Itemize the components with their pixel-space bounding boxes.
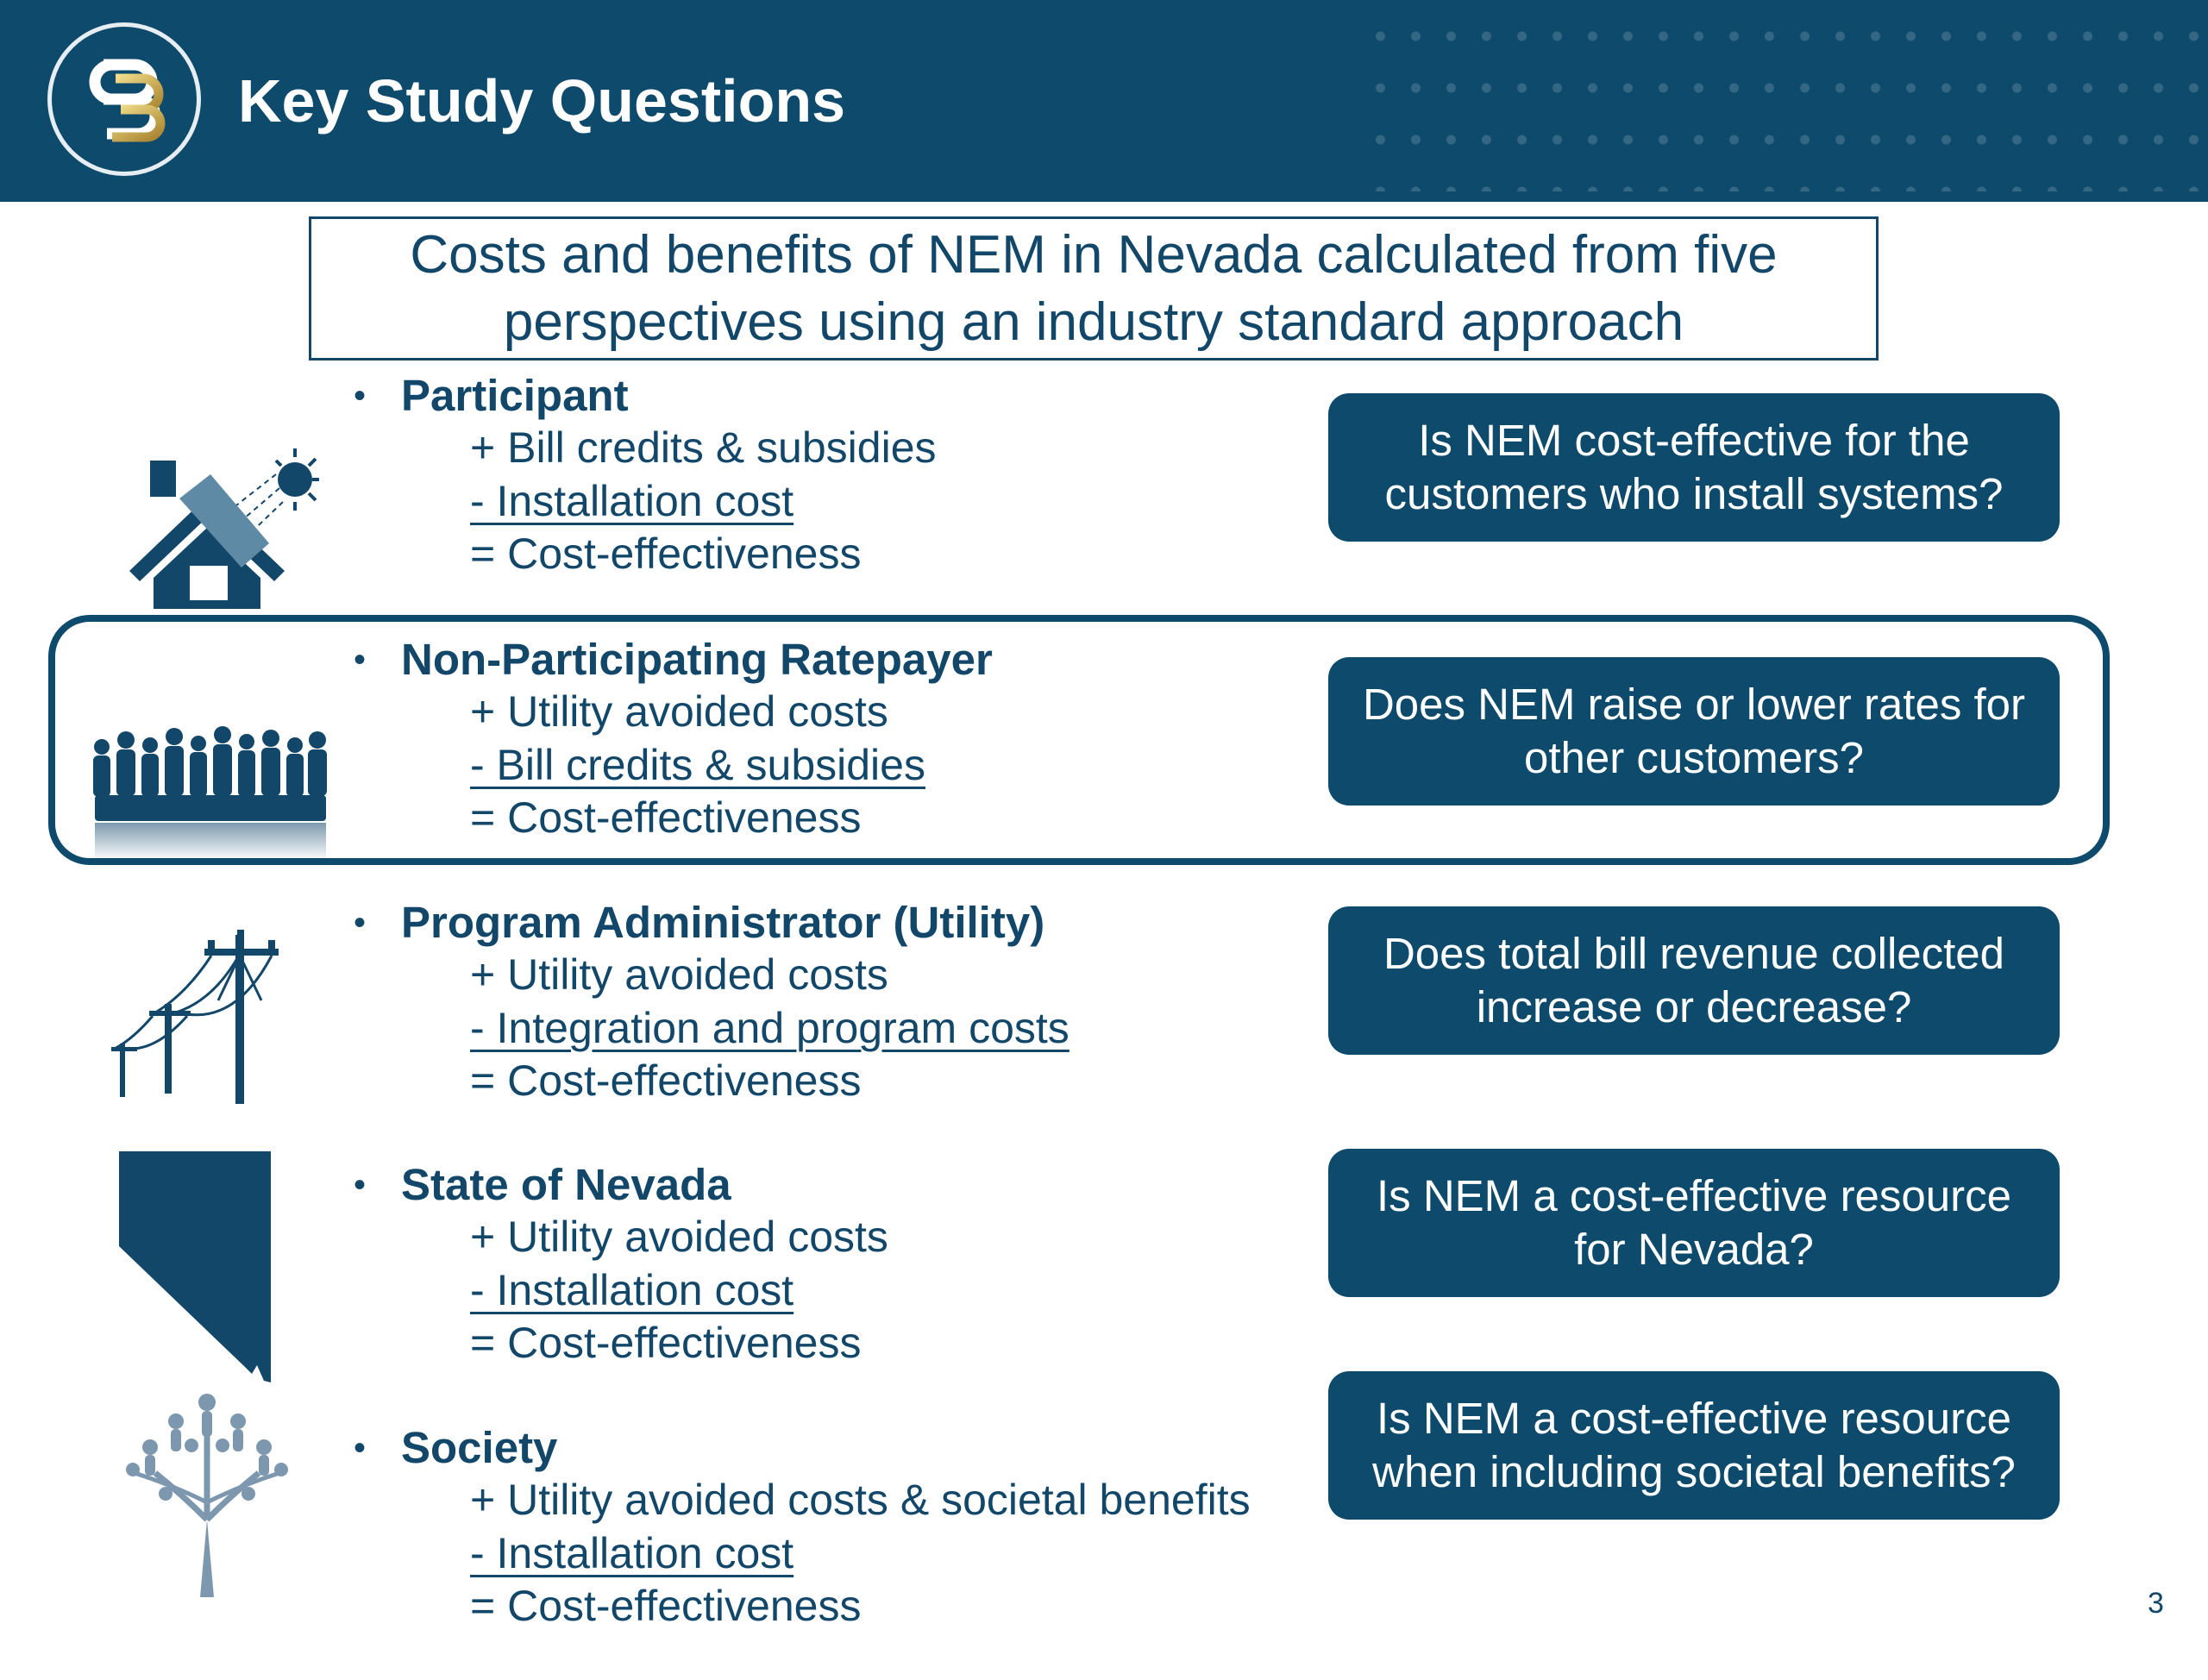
people-tree-icon [121, 1390, 293, 1602]
company-logo-icon [47, 22, 201, 176]
perspective-program-administrator: • Program Administrator (Utility) + Util… [0, 896, 2208, 1155]
question-box: Is NEM cost-effective for the customers … [1328, 393, 2060, 542]
header-bar: Key Study Questions [0, 0, 2208, 202]
perspective-line: - Installation cost [470, 477, 794, 525]
decorative-dot-pattern [1363, 10, 2208, 191]
bullet-marker: • [354, 377, 367, 415]
bullet-marker: • [354, 641, 367, 679]
perspective-line: + Utility avoided costs [470, 950, 888, 999]
perspective-state-of-nevada: • State of Nevada + Utility avoided cost… [0, 1149, 2208, 1417]
question-box: Is NEM a cost-effective resource when in… [1328, 1371, 2060, 1520]
perspective-line: + Bill credits & subsidies [470, 423, 937, 472]
perspective-line: = Cost-effectiveness [470, 1056, 862, 1105]
perspective-title: Society [401, 1423, 558, 1472]
perspective-line: - Integration and program costs [470, 1004, 1070, 1052]
perspective-non-participating-ratepayer: • Non-Participating Ratepayer + Utility … [0, 633, 2208, 892]
highlight-frame [48, 615, 2110, 865]
perspective-line: + Utility avoided costs & societal benef… [470, 1476, 1251, 1524]
perspective-society: • Society + Utility avoided costs & soci… [0, 1371, 2208, 1680]
perspective-line: + Utility avoided costs [470, 687, 888, 736]
perspective-title: Non-Participating Ratepayer [401, 635, 993, 684]
question-box: Does total bill revenue collected increa… [1328, 906, 2060, 1055]
bullet-marker: • [354, 1166, 367, 1204]
perspective-line: - Installation cost [470, 1529, 794, 1577]
page-number: 3 [2148, 1587, 2164, 1620]
bullet-marker: • [354, 904, 367, 942]
question-box: Is NEM a cost-effective resource for Nev… [1328, 1149, 2060, 1297]
perspective-title: Program Administrator (Utility) [401, 898, 1045, 947]
question-box: Does NEM raise or lower rates for other … [1328, 657, 2060, 806]
perspective-line: = Cost-effectiveness [470, 1319, 862, 1367]
house-with-solar-panel-icon [128, 405, 319, 613]
perspective-title: State of Nevada [401, 1160, 731, 1209]
nevada-map-icon [117, 1150, 274, 1387]
bullet-marker: • [354, 1429, 367, 1467]
perspective-line: = Cost-effectiveness [470, 793, 862, 842]
people-group-icon [86, 721, 345, 872]
perspective-line: - Bill credits & subsidies [470, 741, 925, 789]
perspective-participant: • Participant + Bill credits & subsidies… [0, 369, 2208, 628]
power-lines-icon [108, 918, 289, 1129]
page-title: Key Study Questions [238, 67, 846, 135]
perspective-line: + Utility avoided costs [470, 1213, 888, 1261]
perspective-title: Participant [401, 371, 629, 420]
subtitle-box: Costs and benefits of NEM in Nevada calc… [309, 216, 1879, 360]
perspective-line: - Installation cost [470, 1266, 794, 1314]
perspective-line: = Cost-effectiveness [470, 1582, 862, 1630]
perspective-line: = Cost-effectiveness [470, 530, 862, 578]
